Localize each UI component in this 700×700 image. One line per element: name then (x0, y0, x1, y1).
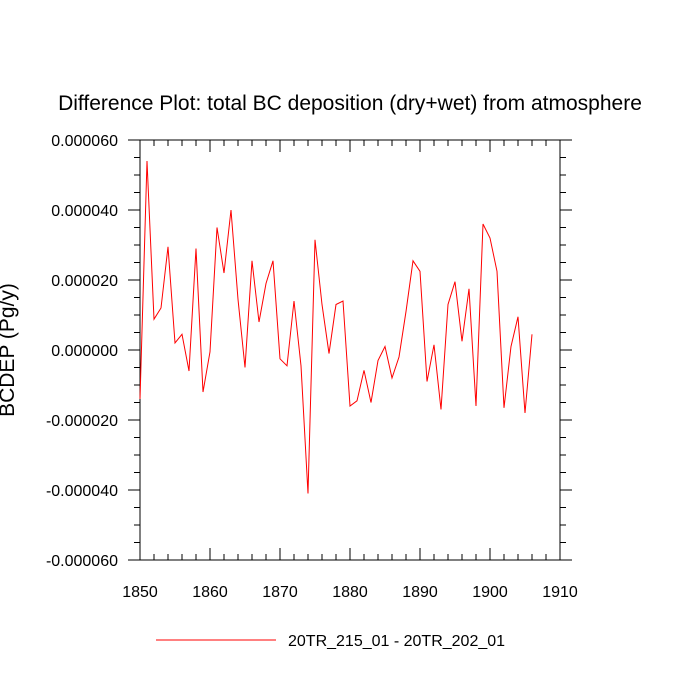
y-tick-label: -0.000040 (46, 483, 118, 500)
y-tick-label: 0.000020 (51, 273, 118, 290)
series-line (139, 160, 533, 494)
x-tick-label: 1890 (402, 584, 438, 601)
x-tick-label: 1900 (472, 584, 508, 601)
x-axis-tick-labels: 1850 1860 1870 1880 1890 1900 1910 (122, 584, 578, 601)
x-tick-label: 1850 (122, 584, 158, 601)
y-axis-label: BCDEP (Pg/y) (0, 283, 19, 417)
x-axis-ticks (139, 140, 561, 560)
y-axis-tick-labels: -0.000060 -0.000040 -0.000020 0.000000 0.000… (46, 133, 118, 570)
plot-frame (139, 139, 561, 561)
y-tick-label: -0.000060 (46, 553, 118, 570)
x-tick-label: 1870 (262, 584, 298, 601)
y-tick-label: 0.000040 (51, 203, 118, 220)
chart-title: Difference Plot: total BC deposition (dr… (58, 92, 642, 115)
legend-series-label: 20TR_215_01 - 20TR_202_01 (288, 633, 505, 650)
y-tick-label: 0.000000 (51, 343, 118, 360)
y-axis-ticks (128, 139, 572, 561)
x-tick-label: 1880 (332, 584, 368, 601)
y-tick-label: -0.000020 (46, 413, 118, 430)
x-tick-label: 1860 (192, 584, 228, 601)
y-tick-label: 0.000060 (51, 133, 118, 150)
x-tick-label: 1910 (542, 584, 578, 601)
